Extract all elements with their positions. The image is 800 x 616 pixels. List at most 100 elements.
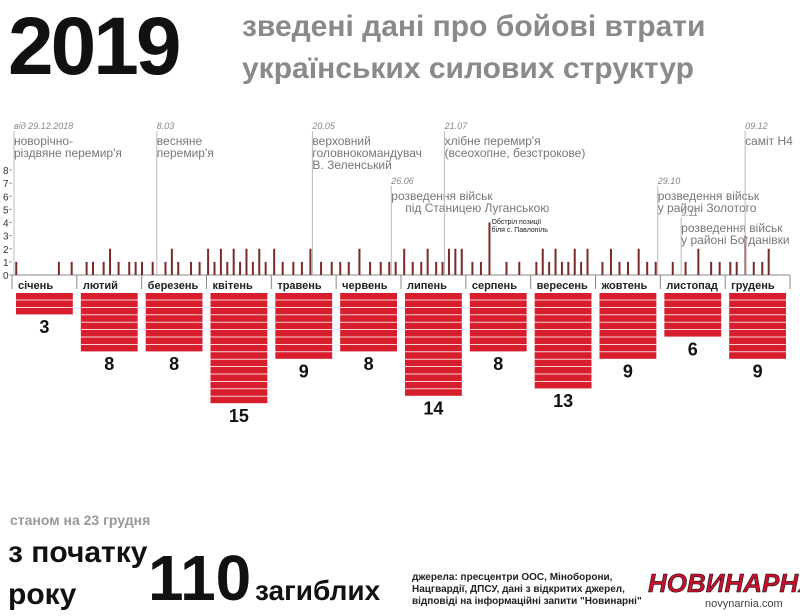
bar (447, 248, 450, 275)
bar (411, 261, 414, 275)
name-cell (405, 293, 462, 300)
name-cell (729, 307, 786, 315)
event-date: 09.12 (745, 121, 768, 131)
bar (117, 261, 120, 275)
bar (767, 248, 770, 275)
bar (330, 261, 333, 275)
bar (57, 261, 60, 275)
name-cell (534, 307, 592, 315)
event-text: весняне (157, 134, 203, 148)
bar (170, 248, 173, 275)
bar (441, 261, 444, 275)
name-cell (534, 337, 592, 344)
name-cell (599, 315, 657, 322)
month-count: 13 (553, 391, 573, 411)
name-cell (469, 330, 527, 337)
bar (219, 248, 222, 275)
bar (403, 248, 406, 275)
name-cell (80, 307, 138, 315)
month-label: липень (407, 280, 447, 292)
name-cell (405, 307, 462, 315)
y-tick-label: 2 (3, 245, 9, 256)
name-cell (145, 307, 203, 315)
bar (213, 261, 216, 275)
bar (264, 261, 267, 275)
name-cell (80, 315, 138, 322)
event-date: від 29.12.2018 (14, 121, 73, 131)
event-date: 21.07 (444, 121, 469, 131)
name-cell (340, 293, 397, 300)
bar (684, 261, 687, 275)
bar (601, 261, 604, 275)
name-cell (210, 359, 268, 367)
name-cell (145, 344, 203, 352)
name-cell (275, 352, 333, 359)
name-cell (664, 330, 722, 337)
month-label: лютий (83, 280, 118, 292)
name-cell (469, 337, 527, 344)
total-label: року (8, 578, 77, 611)
bar (347, 261, 350, 275)
bar (586, 248, 589, 275)
bar (637, 248, 640, 275)
y-tick-label: 4 (3, 219, 9, 230)
name-cell (275, 293, 333, 300)
bar (454, 248, 457, 275)
bar (128, 261, 131, 275)
name-cell (534, 381, 592, 389)
name-cell (469, 344, 527, 352)
name-cell (16, 293, 73, 300)
bar (369, 261, 372, 275)
name-cell (275, 330, 333, 337)
name-cell (275, 300, 333, 307)
event-text: верховний (312, 134, 370, 148)
month-count: 3 (39, 317, 49, 337)
event-text: новорічно- (14, 134, 73, 148)
name-cell (210, 307, 268, 315)
name-cell (210, 381, 268, 389)
bar (420, 261, 423, 275)
month-count: 9 (753, 362, 763, 382)
name-cell (534, 330, 592, 337)
bar (388, 261, 391, 275)
name-cell (210, 374, 268, 381)
event-text: під Станицею Луганською (405, 201, 549, 215)
bar (752, 261, 755, 275)
bar (151, 261, 154, 275)
bar (729, 261, 732, 275)
month-label: травень (277, 280, 322, 292)
name-cell (80, 337, 138, 344)
bar (134, 261, 137, 275)
month-count: 15 (229, 406, 249, 426)
name-cell (340, 330, 397, 337)
name-cell (275, 315, 333, 322)
event-text: у районі Золотого (658, 201, 757, 215)
bar (292, 261, 295, 275)
name-cell (340, 344, 397, 352)
name-cell (599, 300, 657, 307)
bar (309, 248, 312, 275)
brand: НОВИНАРНЯ (648, 568, 800, 598)
y-tick-label: 1 (3, 258, 9, 269)
name-cell (534, 322, 592, 330)
as-of: станом на 23 грудня (10, 512, 150, 528)
name-cell (405, 389, 462, 396)
month-label: серпень (472, 280, 517, 292)
y-tick-label: 8 (3, 166, 9, 177)
name-cell (729, 315, 786, 322)
bar (394, 261, 397, 275)
bar (239, 261, 242, 275)
name-cell (729, 352, 786, 359)
name-cell (80, 300, 138, 307)
name-cell (210, 389, 268, 396)
bar (505, 261, 508, 275)
name-cell (729, 330, 786, 337)
name-cell (405, 352, 462, 359)
name-cell (534, 344, 592, 352)
name-cell (275, 344, 333, 352)
month-label: вересень (537, 280, 588, 292)
month-label: березень (148, 280, 199, 292)
bar (573, 248, 576, 275)
month-label: листопад (666, 280, 718, 292)
name-cell (729, 293, 786, 300)
